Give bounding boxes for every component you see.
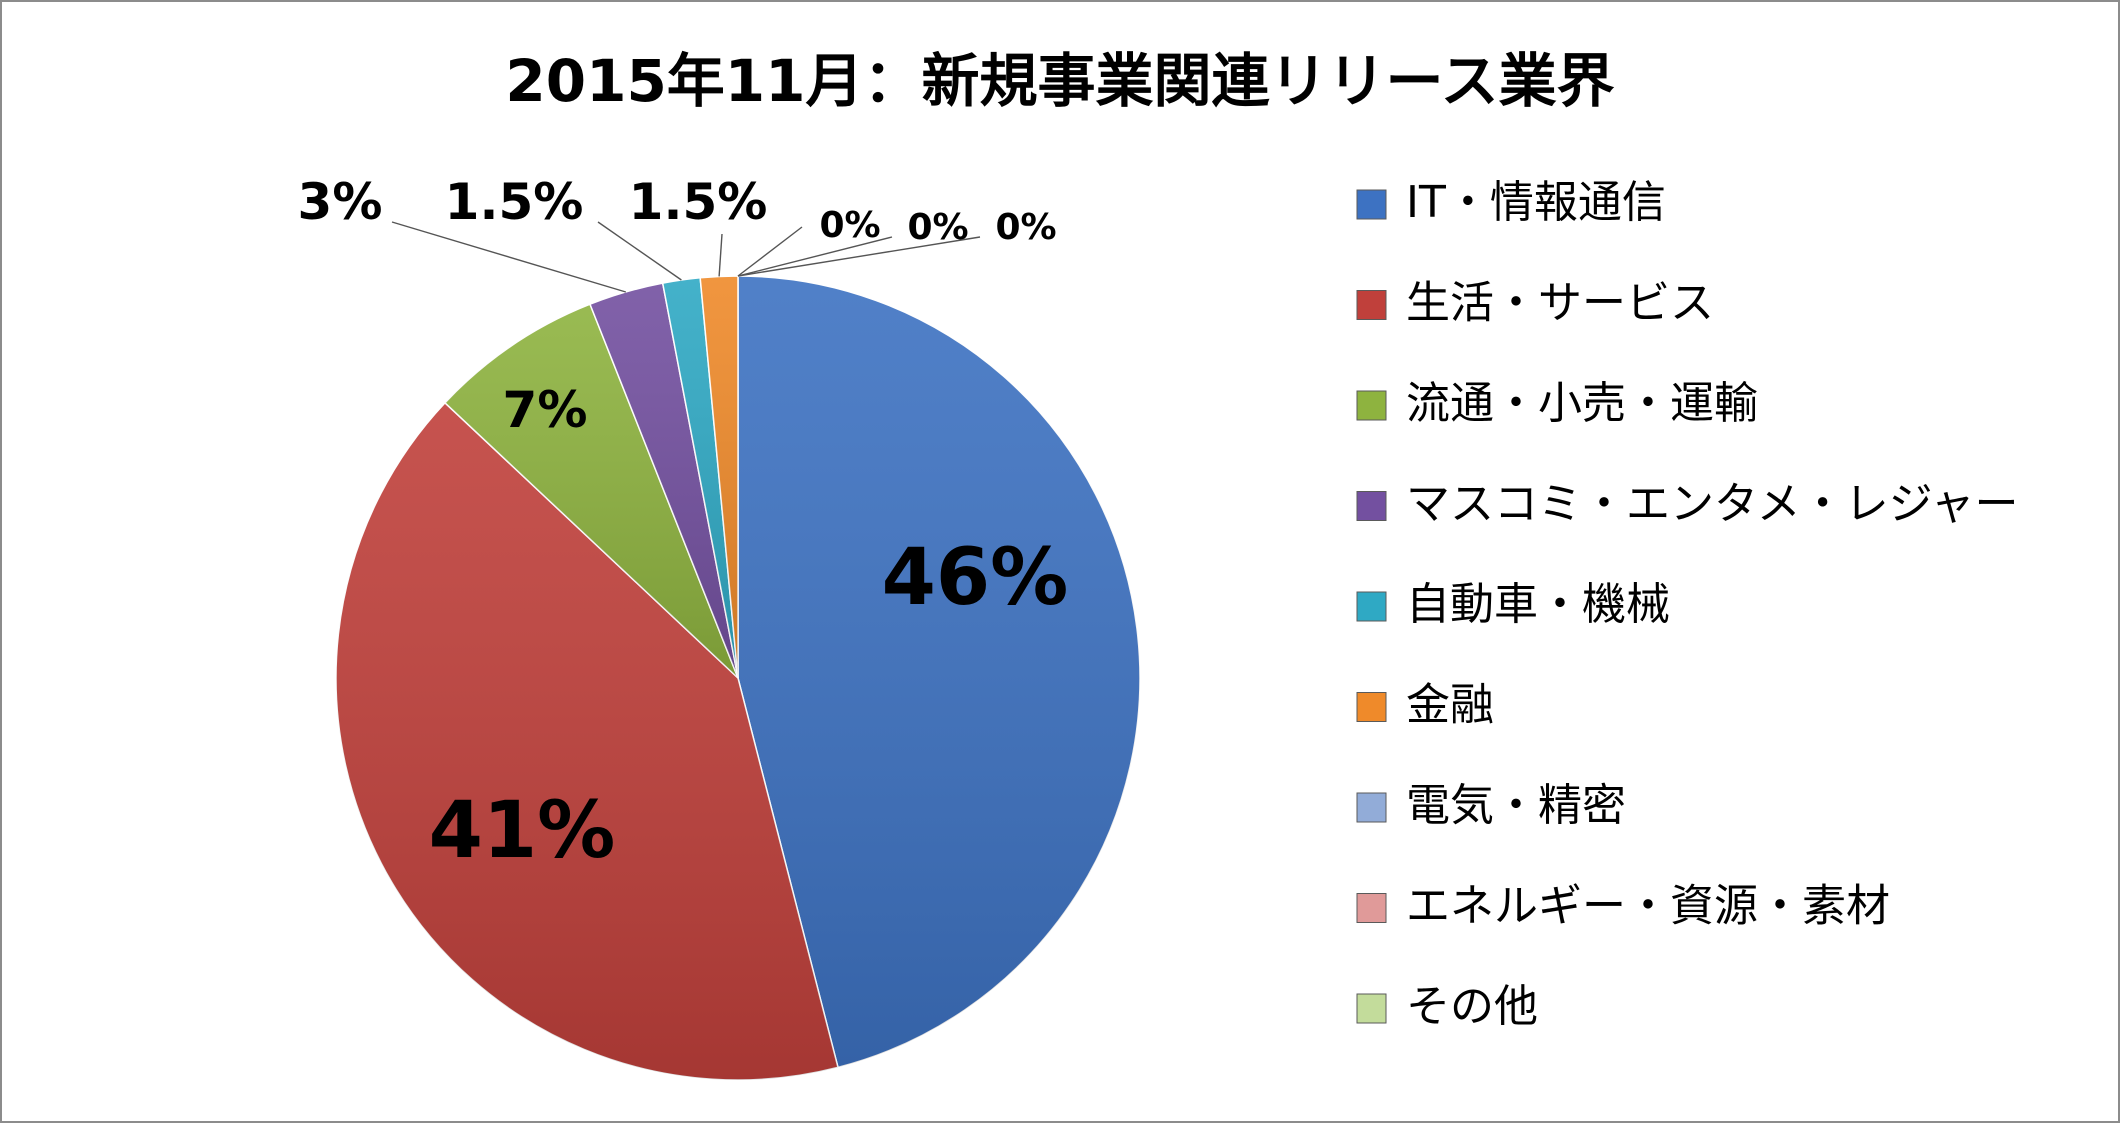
legend-item-2: 生活・サービス: [1356, 278, 1714, 329]
leader-line-8: [737, 236, 893, 277]
pie-slice-shade-3: [444, 304, 738, 678]
legend-item-1: IT・情報通信: [1356, 177, 1666, 228]
data-label-2: 41%: [429, 786, 616, 876]
legend-swatch-5: [1356, 591, 1387, 622]
data-label-5: 1.5%: [445, 173, 584, 231]
legend-label-6: 金融: [1406, 680, 1494, 731]
legend-swatch-2: [1356, 290, 1387, 320]
data-label-3: 7%: [503, 381, 588, 439]
legend-label-8: エネルギー・資源・素材: [1406, 881, 1890, 932]
data-label-1: 46%: [882, 533, 1069, 623]
legend-item-5: 自動車・機械: [1356, 579, 1670, 630]
legend-item-9: その他: [1356, 981, 1538, 1032]
legend-label-2: 生活・サービス: [1406, 278, 1714, 329]
legend-swatch-7: [1356, 792, 1387, 823]
legend-swatch-6: [1356, 692, 1387, 722]
leader-line-6: [718, 233, 723, 277]
pie-slice-shade-5: [662, 277, 738, 678]
leader-line-5: [597, 221, 682, 281]
legend-item-4: マスコミ・エンタメ・レジャー: [1356, 479, 2018, 530]
pie-slices: [335, 275, 1141, 1081]
legend-item-6: 金融: [1356, 680, 1494, 731]
pie-slice-shade-4: [590, 283, 738, 678]
leader-line-4: [391, 221, 627, 293]
legend-item-8: エネルギー・資源・素材: [1356, 881, 1890, 932]
legend-swatch-9: [1356, 993, 1387, 1024]
legend-label-4: マスコミ・エンタメ・レジャー: [1406, 479, 2018, 530]
pie-slice-shade-2: [335, 402, 838, 1081]
data-label-6: 1.5%: [629, 173, 768, 231]
legend-label-1: IT・情報通信: [1406, 177, 1666, 228]
data-label-7: 0%: [819, 205, 880, 246]
legend-label-9: その他: [1406, 981, 1538, 1032]
leader-line-9: [737, 236, 981, 277]
legend-swatch-8: [1356, 893, 1387, 923]
legend-item-7: 電気・精密: [1356, 780, 1626, 831]
pie-slice-shade-1: [738, 276, 1140, 1068]
pie-slice-shade-6: [700, 276, 738, 678]
data-labels: 46% 41% 7% 3% 1.5% 1.5% 0% 0% 0%: [298, 173, 1069, 876]
legend-swatch-1: [1356, 189, 1387, 220]
leader-line-7: [737, 226, 803, 277]
legend-item-3: 流通・小売・運輸: [1356, 378, 1758, 429]
legend: IT・情報通信生活・サービス流通・小売・運輸マスコミ・エンタメ・レジャー自動車・…: [1356, 177, 2018, 1032]
legend-label-5: 自動車・機械: [1406, 579, 1670, 630]
legend-swatch-3: [1356, 390, 1387, 421]
data-label-8: 0%: [907, 207, 968, 248]
chart-title: 2015年11月：新規事業関連リリース業界: [505, 47, 1614, 115]
data-label-4: 3%: [298, 173, 383, 231]
legend-swatch-4: [1356, 491, 1387, 521]
legend-label-7: 電気・精密: [1406, 780, 1626, 831]
leader-lines: [391, 221, 981, 293]
data-label-9: 0%: [995, 207, 1056, 248]
legend-label-3: 流通・小売・運輸: [1406, 378, 1758, 429]
